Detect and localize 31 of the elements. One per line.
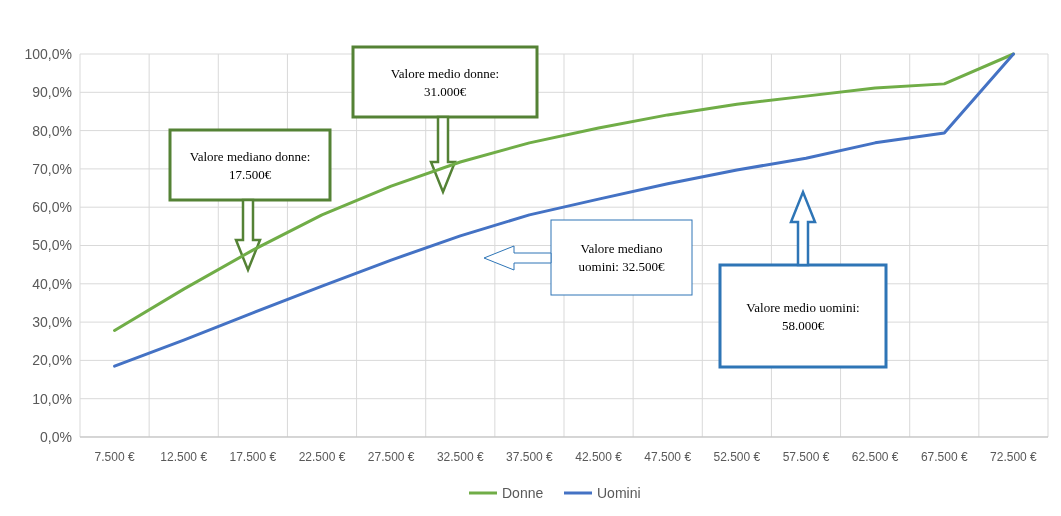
annotation: Valore medio donne: 31.000€: [390, 65, 500, 99]
x-tick-label: 17.500 €: [229, 450, 277, 464]
x-tick-label: 22.500 €: [298, 450, 346, 464]
y-tick-label: 80,0%: [32, 122, 72, 139]
annotation: Valore mediano uomini: 32.500€: [578, 241, 665, 275]
y-tick-label: 50,0%: [32, 237, 72, 254]
x-tick-label: 42.500 €: [575, 450, 623, 464]
x-tick-label: 27.500 €: [367, 450, 415, 464]
y-tick-label: 100,0%: [24, 45, 72, 62]
annotation: Valore medio uomini: 58.000€: [746, 299, 860, 333]
legend-label: Donne: [502, 484, 544, 501]
y-tick-label: 40,0%: [32, 275, 72, 292]
x-tick-label: 12.500 €: [160, 450, 208, 464]
y-tick-label: 10,0%: [32, 390, 72, 407]
x-tick-label: 67.500 €: [920, 450, 968, 464]
x-tick-label: 47.500 €: [644, 450, 692, 464]
x-tick-label: 72.500 €: [990, 450, 1038, 464]
y-tick-label: 30,0%: [32, 314, 72, 330]
y-tick-label: 70,0%: [32, 160, 72, 177]
x-tick-label: 52.500 €: [713, 450, 761, 464]
y-tick-label: 60,0%: [32, 199, 72, 216]
legend-label: Uomini: [597, 484, 641, 501]
x-tick-label: 7.500 €: [94, 450, 135, 464]
y-tick-label: 90,0%: [32, 84, 72, 101]
x-tick-label: 62.500 €: [851, 450, 899, 464]
y-tick-label: 0,0%: [40, 428, 72, 445]
x-tick-label: 32.500 €: [436, 450, 484, 464]
y-tick-label: 20,0%: [32, 352, 72, 369]
x-tick-label: 37.500 €: [506, 450, 554, 464]
annotation: Valore mediano donne: 17.500€: [189, 148, 311, 182]
x-tick-label: 57.500 €: [782, 450, 830, 464]
